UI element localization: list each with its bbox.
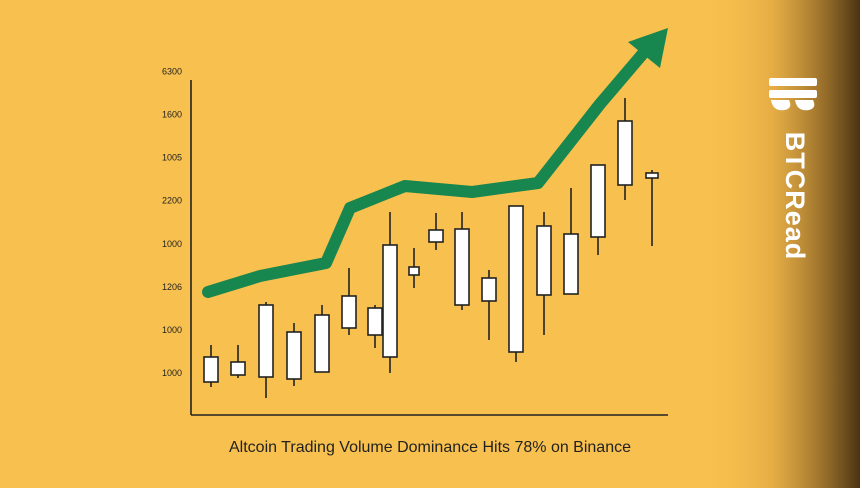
y-axis-label: 1005: [162, 153, 182, 163]
axes: [190, 80, 668, 416]
y-axis-label: 1206: [162, 282, 182, 292]
y-axis-label: 1600: [162, 109, 182, 119]
candle: [203, 345, 219, 387]
y-axis-label: 2200: [162, 196, 182, 206]
candle: [508, 205, 524, 362]
candle: [617, 98, 633, 200]
candle: [536, 212, 552, 335]
candle: [382, 212, 398, 373]
trend-arrow: [202, 28, 668, 298]
candle: [645, 170, 659, 246]
caption: Altcoin Trading Volume Dominance Hits 78…: [229, 439, 631, 456]
candle: [258, 302, 274, 398]
candles: [203, 98, 659, 398]
candle: [230, 345, 246, 378]
candle: [286, 323, 302, 386]
y-axis-label: 6300: [162, 66, 182, 76]
candle: [367, 305, 383, 348]
candle: [408, 248, 420, 288]
trend-line: [202, 44, 652, 298]
candle: [590, 164, 606, 255]
y-axis-labels: 6300 1600 1005 2200 1000 1206 1000 1000: [162, 66, 182, 378]
y-axis-label: 1000: [162, 239, 182, 249]
y-axis-label: 1000: [162, 325, 182, 335]
arrow-head: [628, 28, 668, 68]
candle: [314, 305, 330, 373]
brand-logo: [769, 78, 817, 111]
candle: [454, 212, 470, 310]
candle: [428, 213, 444, 250]
y-axis-label: 1000: [162, 368, 182, 378]
candle: [481, 270, 497, 340]
candle: [563, 188, 579, 295]
candle: [341, 268, 357, 335]
brand-name: BTCRead: [780, 132, 810, 261]
